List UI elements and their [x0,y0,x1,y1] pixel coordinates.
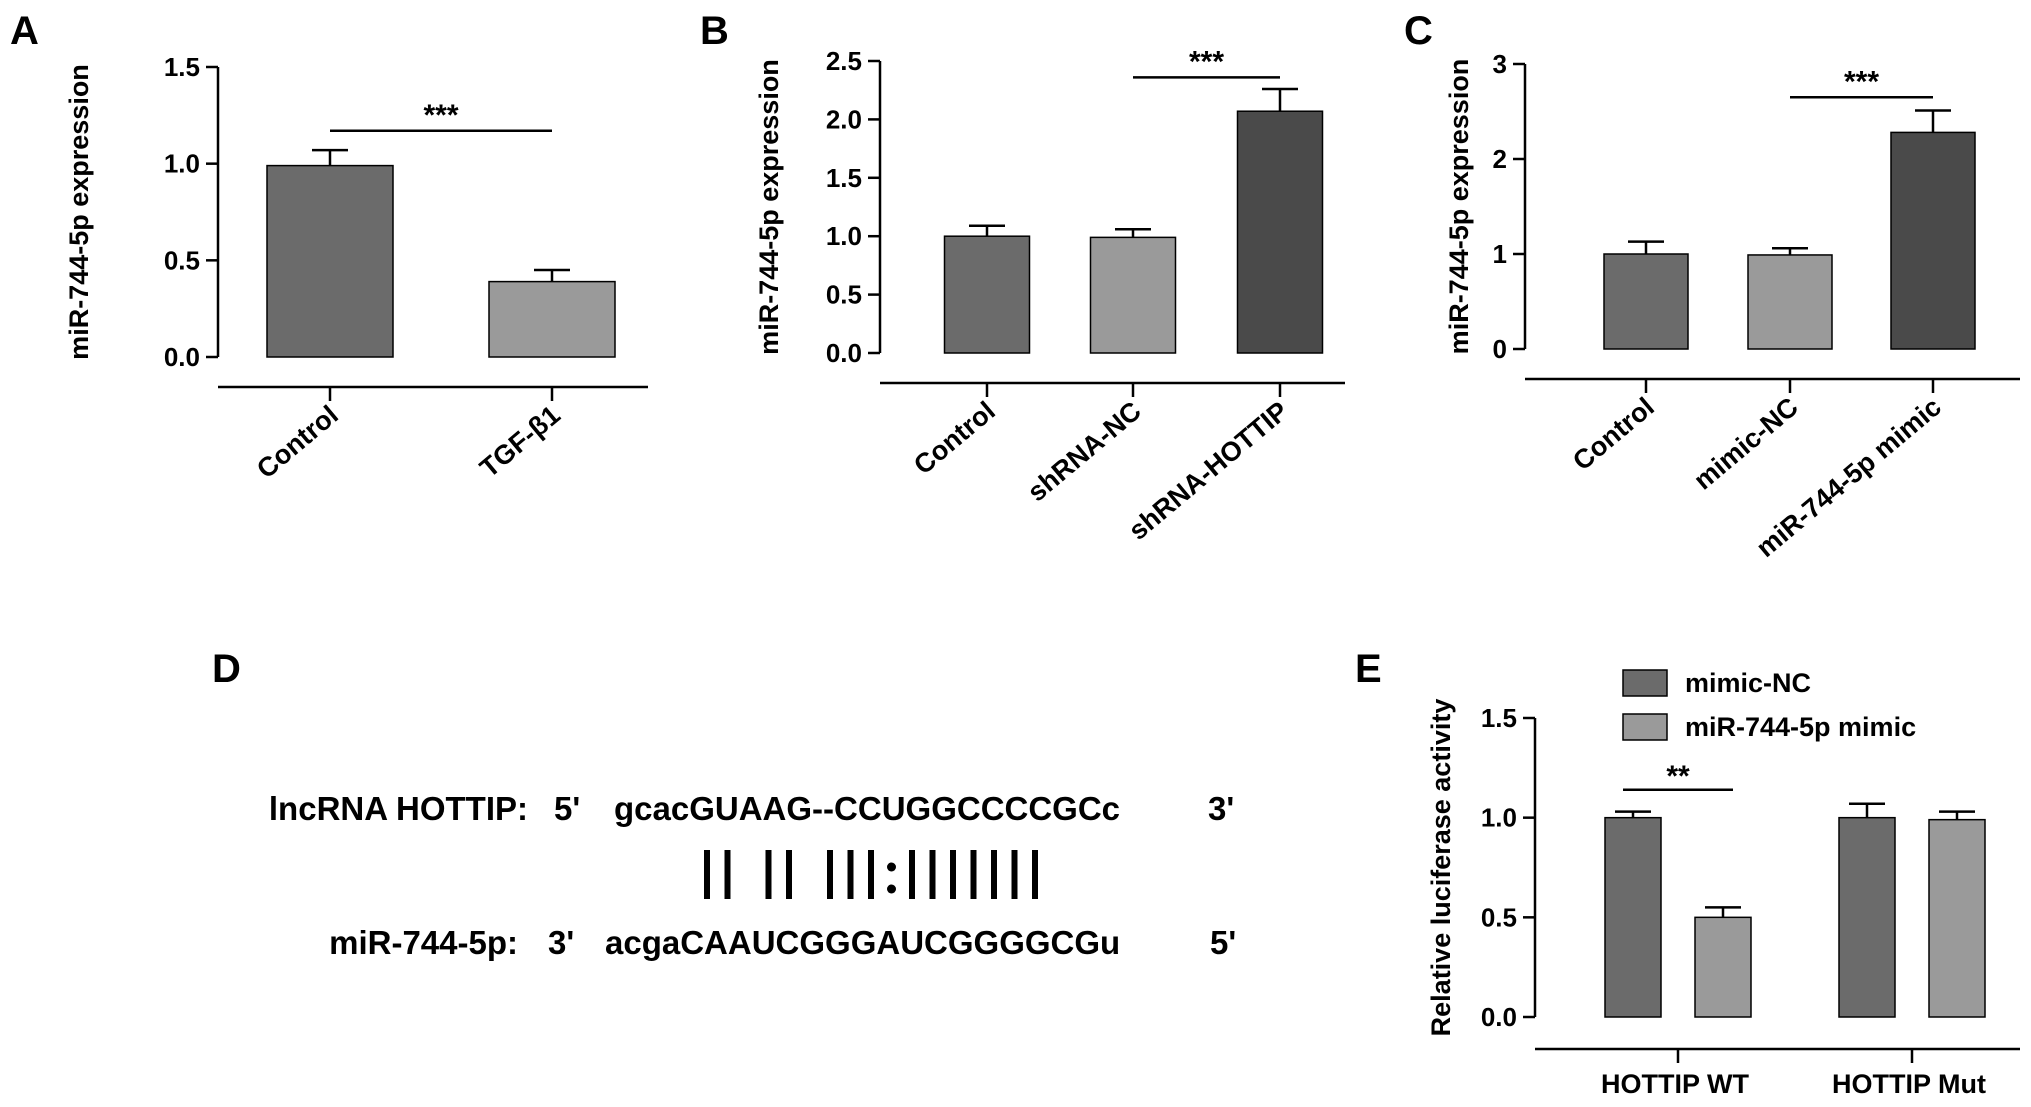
category-label: shRNA-NC [1022,396,1147,508]
chart-e: 0.0 0.5 1.0 1.5 Relative luciferase activity… [1426,668,2020,1099]
base-pairing-marks [704,850,1038,899]
legend-label: miR-744-5p mimic [1685,712,1916,742]
bar [1694,916,1752,1018]
panel-letter-d: D [212,647,241,691]
top-5prime: 5' [554,790,580,827]
significance-label: *** [1189,45,1224,78]
y-tick-label: 0 [1493,334,1507,364]
top-3prime: 3' [1208,790,1234,827]
bottom-3prime: 3' [548,924,574,961]
category-label: shRNA-HOTTIP [1123,396,1294,546]
panel-letter-c: C [1404,9,1433,53]
y-tick-label: 2.0 [826,104,862,134]
y-tick-label: 1.0 [164,149,200,179]
y-tick-label: 0.5 [826,280,862,310]
bar [943,235,1031,354]
significance-label: ** [1666,760,1690,793]
significance-label: *** [423,99,458,132]
mirna-sequence: acgaCAAUCGGGAUCGGGGCGu [605,924,1120,961]
category-label: TGF-β1 [474,400,566,484]
panel-letter-a: A [10,9,39,53]
bar [266,164,394,358]
sequence-alignment: lncRNA HOTTIP: 5' gcacGUAAG--CCUGGCCCCGC… [269,790,1236,961]
bar [1890,131,1976,350]
bar [488,280,616,358]
y-tick-label: 1.5 [164,52,200,82]
bar [1747,254,1833,350]
wobble-pair-dot [887,862,896,872]
panel-letter-e: E [1355,647,1382,691]
lncrna-sequence: gcacGUAAG--CCUGGCCCCGCc [614,790,1120,827]
bottom-5prime: 5' [1210,924,1236,961]
y-axis-title: Relative luciferase activity [1426,699,1456,1037]
y-axis-title: miR-744-5p expression [754,59,784,355]
category-label: mimic-NC [1688,392,1804,496]
significance-label: *** [1844,65,1879,98]
bar [1089,236,1177,354]
chart-b: 0.0 0.5 1.0 1.5 2.0 2.5 miR-744-5p expression C… [754,45,1345,546]
y-tick-label: 1.0 [826,221,862,251]
y-tick-label: 0.5 [1481,902,1517,932]
y-axis-title: miR-744-5p expression [1444,59,1474,355]
y-tick-label: 1.5 [1481,703,1517,733]
panel-letter-b: B [700,9,729,53]
y-tick-label: 3 [1493,49,1507,79]
bar [1236,110,1324,354]
lncrna-label: lncRNA HOTTIP: [269,790,528,827]
legend-swatch [1622,669,1668,697]
y-tick-label: 1 [1493,239,1507,269]
bar [1603,253,1689,350]
chart-a: 0.0 0.5 1.0 1.5 miR-744-5p expression Control… [64,52,648,484]
y-tick-label: 1.0 [1481,803,1517,833]
legend-label: mimic-NC [1685,668,1811,698]
y-axis-title: miR-744-5p expression [64,64,94,360]
y-tick-label: 0.0 [164,342,200,372]
y-tick-label: 0.5 [164,245,200,275]
category-label: Control [251,400,344,485]
legend-swatch [1622,713,1668,741]
y-tick-label: 2.5 [826,46,862,76]
y-tick-label: 1.5 [826,163,862,193]
bar [1838,816,1896,1018]
y-tick-label: 0.0 [826,338,862,368]
category-label: HOTTIP Mut [1832,1069,1986,1099]
bar [1604,816,1662,1018]
category-label: Control [1567,392,1660,477]
wobble-pair-dot [887,884,896,894]
y-tick-label: 2 [1493,144,1507,174]
category-label: HOTTIP WT [1601,1069,1749,1099]
mirna-label: miR-744-5p: [329,924,518,961]
category-label: Control [908,396,1001,481]
chart-c: 0 1 2 3 miR-744-5p expression Control mimic-NC… [1444,49,2020,563]
bar [1928,818,1986,1018]
y-tick-label: 0.0 [1481,1002,1517,1032]
